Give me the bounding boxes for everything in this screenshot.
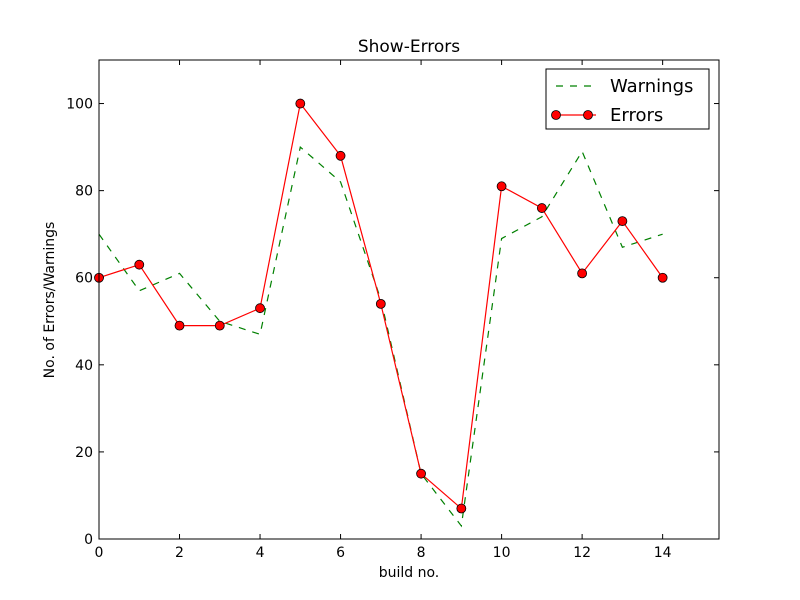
- x-tick-label: 4: [256, 545, 265, 561]
- legend-marker-errors-end: [583, 110, 593, 120]
- x-tick-label: 8: [417, 545, 426, 561]
- data-point-errors: [134, 259, 145, 270]
- x-tick-label: 6: [336, 545, 345, 561]
- plot-frame: [98, 59, 720, 540]
- data-point-errors: [174, 320, 185, 331]
- y-tick-label: 20: [75, 445, 93, 461]
- series-group: [94, 98, 668, 528]
- x-tick-label: 14: [654, 545, 672, 561]
- data-point-errors: [657, 272, 668, 283]
- y-tick-label: 80: [75, 184, 93, 200]
- x-tick-label: 2: [175, 545, 184, 561]
- x-tick-label: 10: [493, 545, 511, 561]
- data-point-errors: [416, 468, 426, 479]
- data-point-errors: [335, 150, 346, 161]
- data-point-errors: [456, 503, 467, 514]
- series-line-warnings: [98, 145, 663, 528]
- data-point-errors: [214, 320, 225, 331]
- data-point-errors: [496, 181, 507, 192]
- data-point-errors: [577, 268, 588, 279]
- data-point-errors: [536, 203, 547, 213]
- x-tick-label: 0: [95, 545, 104, 561]
- x-axis-label: build no.: [379, 565, 440, 581]
- data-point-errors: [375, 298, 386, 309]
- legend-marker-errors-start: [551, 110, 561, 120]
- legend: Warnings Errors: [545, 68, 710, 130]
- legend-label-errors: Errors: [610, 105, 663, 126]
- y-axis-label: No. of Errors/Warnings: [42, 222, 58, 379]
- legend-box: [545, 68, 710, 130]
- plot-area: [99, 60, 719, 539]
- y-tick-label: 0: [84, 532, 93, 548]
- chart-title: Show-Errors: [358, 37, 460, 57]
- data-point-errors: [255, 303, 265, 314]
- legend-label-warnings: Warnings: [610, 76, 693, 97]
- ticks-group: 0 2 4 6 8 10 12 14 0 20 40 60 80 100: [66, 60, 719, 561]
- y-tick-label: 60: [75, 271, 93, 287]
- y-tick-label: 40: [75, 358, 93, 374]
- y-tick-label: 100: [66, 97, 93, 113]
- data-point-errors: [617, 216, 628, 227]
- x-tick-label: 12: [573, 545, 591, 561]
- data-point-errors: [295, 98, 306, 109]
